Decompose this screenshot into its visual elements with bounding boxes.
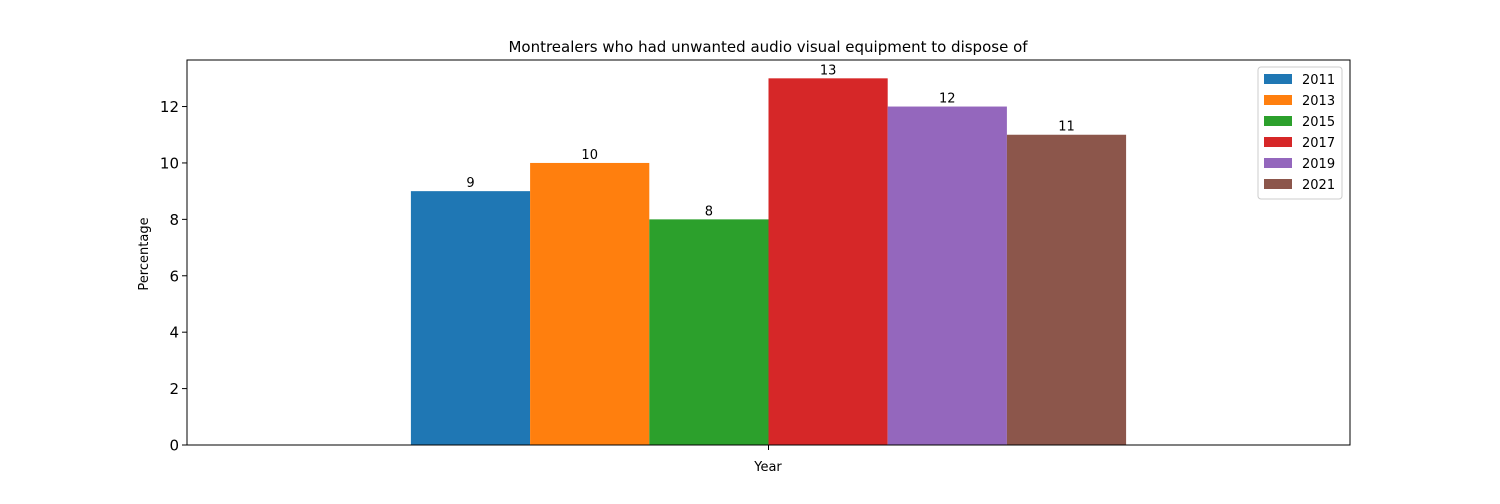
legend-label-2017: 2017 bbox=[1302, 136, 1335, 151]
legend-swatch-2013 bbox=[1264, 95, 1292, 105]
legend: 2011 2013 2015 2017 2019 2021 bbox=[1257, 66, 1343, 200]
legend-swatch-2011 bbox=[1264, 74, 1292, 84]
bar-2021 bbox=[1006, 134, 1127, 446]
data-label-2015: 8 bbox=[705, 204, 713, 219]
y-tick-label-10: 10 bbox=[160, 154, 179, 172]
plot-frame bbox=[186, 59, 1351, 446]
legend-label-2013: 2013 bbox=[1302, 94, 1335, 109]
legend-swatch-2017 bbox=[1264, 137, 1292, 147]
data-label-2017: 13 bbox=[820, 63, 837, 78]
x-axis-label: Year bbox=[753, 460, 782, 475]
data-label-2019: 12 bbox=[939, 92, 956, 107]
bar-2017 bbox=[768, 78, 888, 445]
bar-2013 bbox=[530, 162, 650, 445]
y-axis-label: Percentage bbox=[137, 217, 152, 290]
y-tick-label-0: 0 bbox=[169, 437, 179, 455]
y-tick-label-6: 6 bbox=[169, 267, 179, 285]
bar-2019 bbox=[887, 106, 1007, 445]
y-axis: 0 2 4 6 8 10 12 bbox=[160, 98, 187, 455]
y-tick-label-2: 2 bbox=[169, 380, 179, 398]
data-label-2011: 9 bbox=[466, 176, 474, 191]
y-tick-label-4: 4 bbox=[169, 324, 179, 342]
legend-label-2011: 2011 bbox=[1302, 73, 1335, 88]
legend-swatch-2021 bbox=[1264, 179, 1292, 189]
bar-2011 bbox=[410, 191, 531, 445]
bars-layer bbox=[410, 78, 1127, 446]
chart-title: Montrealers who had unwanted audio visua… bbox=[508, 38, 1028, 56]
legend-label-2021: 2021 bbox=[1302, 178, 1335, 193]
legend-swatch-2019 bbox=[1264, 158, 1292, 168]
legend-label-2019: 2019 bbox=[1302, 157, 1335, 172]
legend-swatch-2015 bbox=[1264, 116, 1292, 126]
y-tick-label-12: 12 bbox=[160, 98, 179, 116]
bar-2015 bbox=[649, 219, 769, 445]
data-label-2021: 11 bbox=[1058, 120, 1075, 135]
data-label-2013: 10 bbox=[581, 148, 598, 163]
y-tick-label-8: 8 bbox=[169, 211, 179, 229]
legend-label-2015: 2015 bbox=[1302, 115, 1335, 130]
data-labels-layer: 9 10 8 13 12 11 bbox=[466, 63, 1074, 219]
